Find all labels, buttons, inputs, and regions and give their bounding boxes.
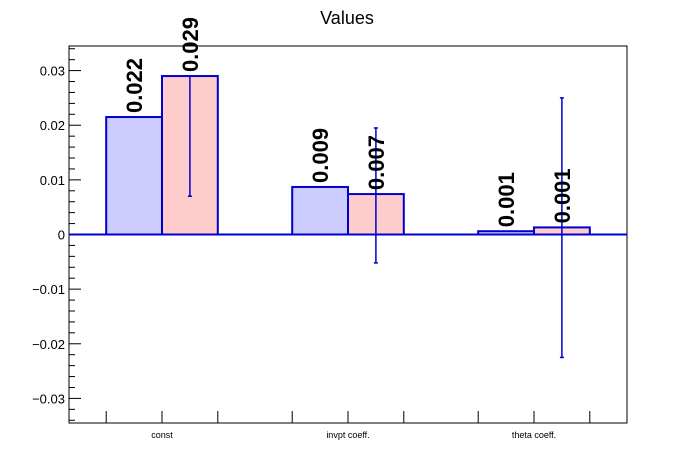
data-label: 0.009 (308, 128, 333, 183)
data-label: 0.029 (178, 17, 203, 72)
y-axis: 0.03 0.02 0.01 0 −0.01 −0.02 −0.03 (32, 48, 81, 421)
data-label: 0.001 (494, 172, 519, 227)
bar-series1-2 (291, 185, 350, 236)
x-axis: const invpt coeff. theta coeff. (105, 411, 591, 440)
data-labels: 0.022 0.009 0.001 0.029 0.007 0.001 (122, 17, 575, 227)
bar-series1-1 (105, 116, 163, 236)
y-tick-label: −0.01 (32, 282, 65, 297)
y-tick-label: 0 (58, 228, 65, 243)
y-tick-label: 0.02 (40, 118, 65, 133)
x-category-label: invpt coeff. (326, 430, 369, 440)
y-tick-label: 0.03 (40, 64, 65, 79)
y-tick-label: −0.03 (32, 391, 65, 406)
bars (69, 75, 627, 236)
x-category-label: theta coeff. (512, 430, 556, 440)
y-tick-label: 0.01 (40, 173, 65, 188)
x-category-label: const (151, 430, 173, 440)
data-label: 0.022 (122, 58, 147, 113)
y-tick-label: −0.02 (32, 337, 65, 352)
data-label: 0.007 (364, 135, 389, 190)
chart-title: Values (320, 8, 374, 28)
error-bars (187, 75, 564, 359)
data-label: 0.001 (550, 168, 575, 223)
